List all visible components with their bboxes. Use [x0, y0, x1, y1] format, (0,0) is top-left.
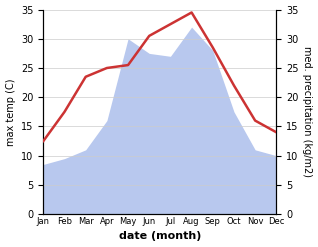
Y-axis label: med. precipitation (kg/m2): med. precipitation (kg/m2) [302, 46, 313, 177]
Y-axis label: max temp (C): max temp (C) [5, 78, 16, 145]
X-axis label: date (month): date (month) [119, 231, 201, 242]
